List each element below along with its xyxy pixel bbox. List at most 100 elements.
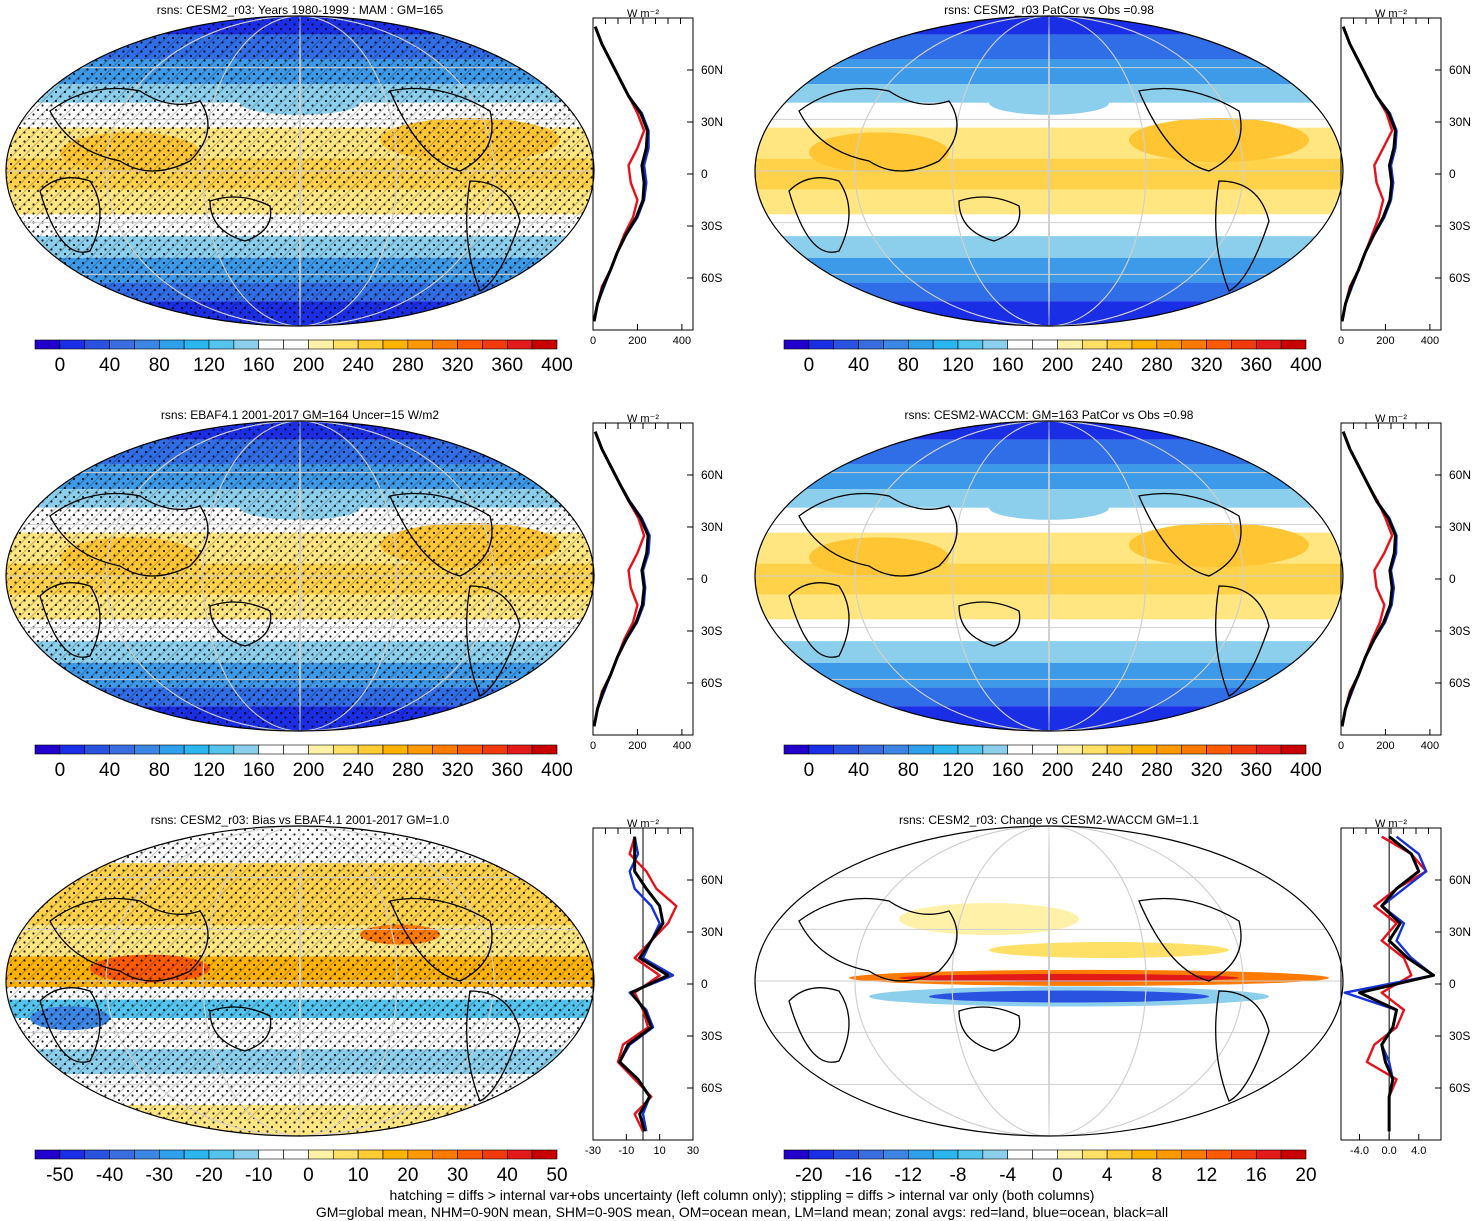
panel-title: rsns: CESM2_r03: Bias vs EBAF4.1 2001-20… [151,813,450,827]
colorbar-swatch [457,339,483,350]
colorbar-swatch [982,744,1009,755]
colorbar-tick-label: 0 [804,760,815,781]
colorbar-tick-label: 40 [848,760,869,781]
colorbar-swatch [109,339,135,350]
map-field [755,826,1343,1136]
lat-tick-label: 60N [701,468,723,482]
colorbar-swatch [506,744,533,755]
zonal-x-tick-label: 400 [1421,740,1439,752]
colorbar-swatch [783,339,810,350]
footer-line-2: GM=global mean, NHM=0-90N mean, SHM=0-90… [316,1204,1168,1220]
colorbar-tick-label: 280 [1141,355,1173,376]
colorbar-swatch [432,744,458,755]
colorbar-swatch [883,744,909,755]
panel-title: rsns: CESM2-WACCM: GM=163 PatCor vs Obs … [905,408,1194,422]
colorbar-swatch [1231,339,1257,350]
colorbar-swatch [183,339,210,350]
colorbar-swatch [158,744,185,755]
lat-tick-label: 60N [701,63,723,77]
colorbar-swatch [858,1149,884,1160]
colorbar-swatch [1131,339,1158,350]
colorbar-swatch [1007,1149,1033,1160]
colorbar-swatch [109,744,135,755]
colorbar-swatch [134,744,160,755]
zonal-series-ocean [592,26,650,322]
colorbar-swatch [1057,1149,1083,1160]
coastline-3 [389,897,493,982]
lat-tick-label: 0 [701,977,708,991]
colorbar-swatch [1156,1149,1183,1160]
colorbar-swatch [84,1149,110,1160]
coastline-1 [788,177,850,253]
map-outline [754,825,1344,1137]
lat-tick-label: 30N [1449,115,1471,129]
colorbar-swatch [1206,339,1232,350]
colorbar-tick-label: -30 [146,1165,173,1186]
colorbar-swatch [1156,744,1183,755]
colorbar-swatch [283,1149,309,1160]
coastline-1 [788,987,850,1063]
lat-tick-label: 30S [1449,219,1470,233]
colorbar-tick-label: 20 [397,1165,418,1186]
lat-tick-label: 30N [701,925,723,939]
colorbar-tick-label: -10 [245,1165,272,1186]
colorbar-tick-label: 400 [541,760,573,781]
colorbar-swatch [1106,339,1133,350]
colorbar-swatch [357,339,384,350]
colorbar-swatch [34,744,61,755]
colorbar-tick-label: 16 [1246,1165,1267,1186]
map-outline [754,15,1344,327]
colorbar-tick-label: 40 [99,355,120,376]
colorbar-swatch [957,1149,984,1160]
map-field [6,826,594,1136]
colorbar-swatch [308,339,334,350]
colorbar-swatch [332,744,359,755]
colorbar-tick-label: -8 [950,1165,967,1186]
zonal-x-tick-label: 0 [1338,740,1344,752]
colorbar-swatch [258,339,284,350]
lat-tick-label: 0 [1449,167,1456,181]
colorbar-swatch [783,1149,810,1160]
lat-tick-label: 60S [1449,676,1470,690]
colorbar-swatch [932,744,959,755]
colorbar-tick-label: -16 [845,1165,872,1186]
colorbar-tick-label: 80 [149,355,170,376]
colorbar-swatch [883,339,909,350]
colorbar-swatch [1255,339,1282,350]
lat-tick-label: 0 [1449,572,1456,586]
colorbar-tick-label: 0 [1052,1165,1063,1186]
lat-tick-label: 0 [1449,977,1456,991]
coastline-2 [958,1006,1021,1052]
colorbar-swatch [208,744,235,755]
colorbar-swatch [382,744,409,755]
coastline-4 [1215,585,1270,697]
coastline-0 [798,897,958,982]
colorbar-swatch [1032,744,1058,755]
colorbar-swatch [134,1149,160,1160]
coastline-2 [209,1006,272,1052]
colorbar-swatch [407,1149,434,1160]
zonal-series-all [1340,431,1397,727]
colorbar-swatch [84,339,110,350]
panel-6: rsns: CESM2_r03: Change vs CESM2-WACCM G… [754,813,1471,1186]
colorbar-tick-label: 8 [1152,1165,1163,1186]
colorbar-swatch [233,339,260,350]
colorbar-tick-label: 200 [1042,760,1074,781]
map-outline [754,420,1344,732]
coastline-0 [798,87,958,172]
colorbar-swatch [258,1149,284,1160]
colorbar-tick-label: 320 [442,355,474,376]
lat-tick-label: 60S [1449,271,1470,285]
colorbar-swatch [1206,1149,1232,1160]
colorbar-swatch [833,1149,859,1160]
colorbar-swatch [1131,744,1158,755]
colorbar-swatch [1106,1149,1133,1160]
colorbar-swatch [907,1149,934,1160]
colorbar-swatch [1206,744,1232,755]
colorbar-swatch [1081,744,1108,755]
colorbar-swatch [932,1149,959,1160]
colorbar-tick-label: 360 [1240,355,1272,376]
coastline-4 [466,585,521,697]
coastline-1 [39,582,101,658]
